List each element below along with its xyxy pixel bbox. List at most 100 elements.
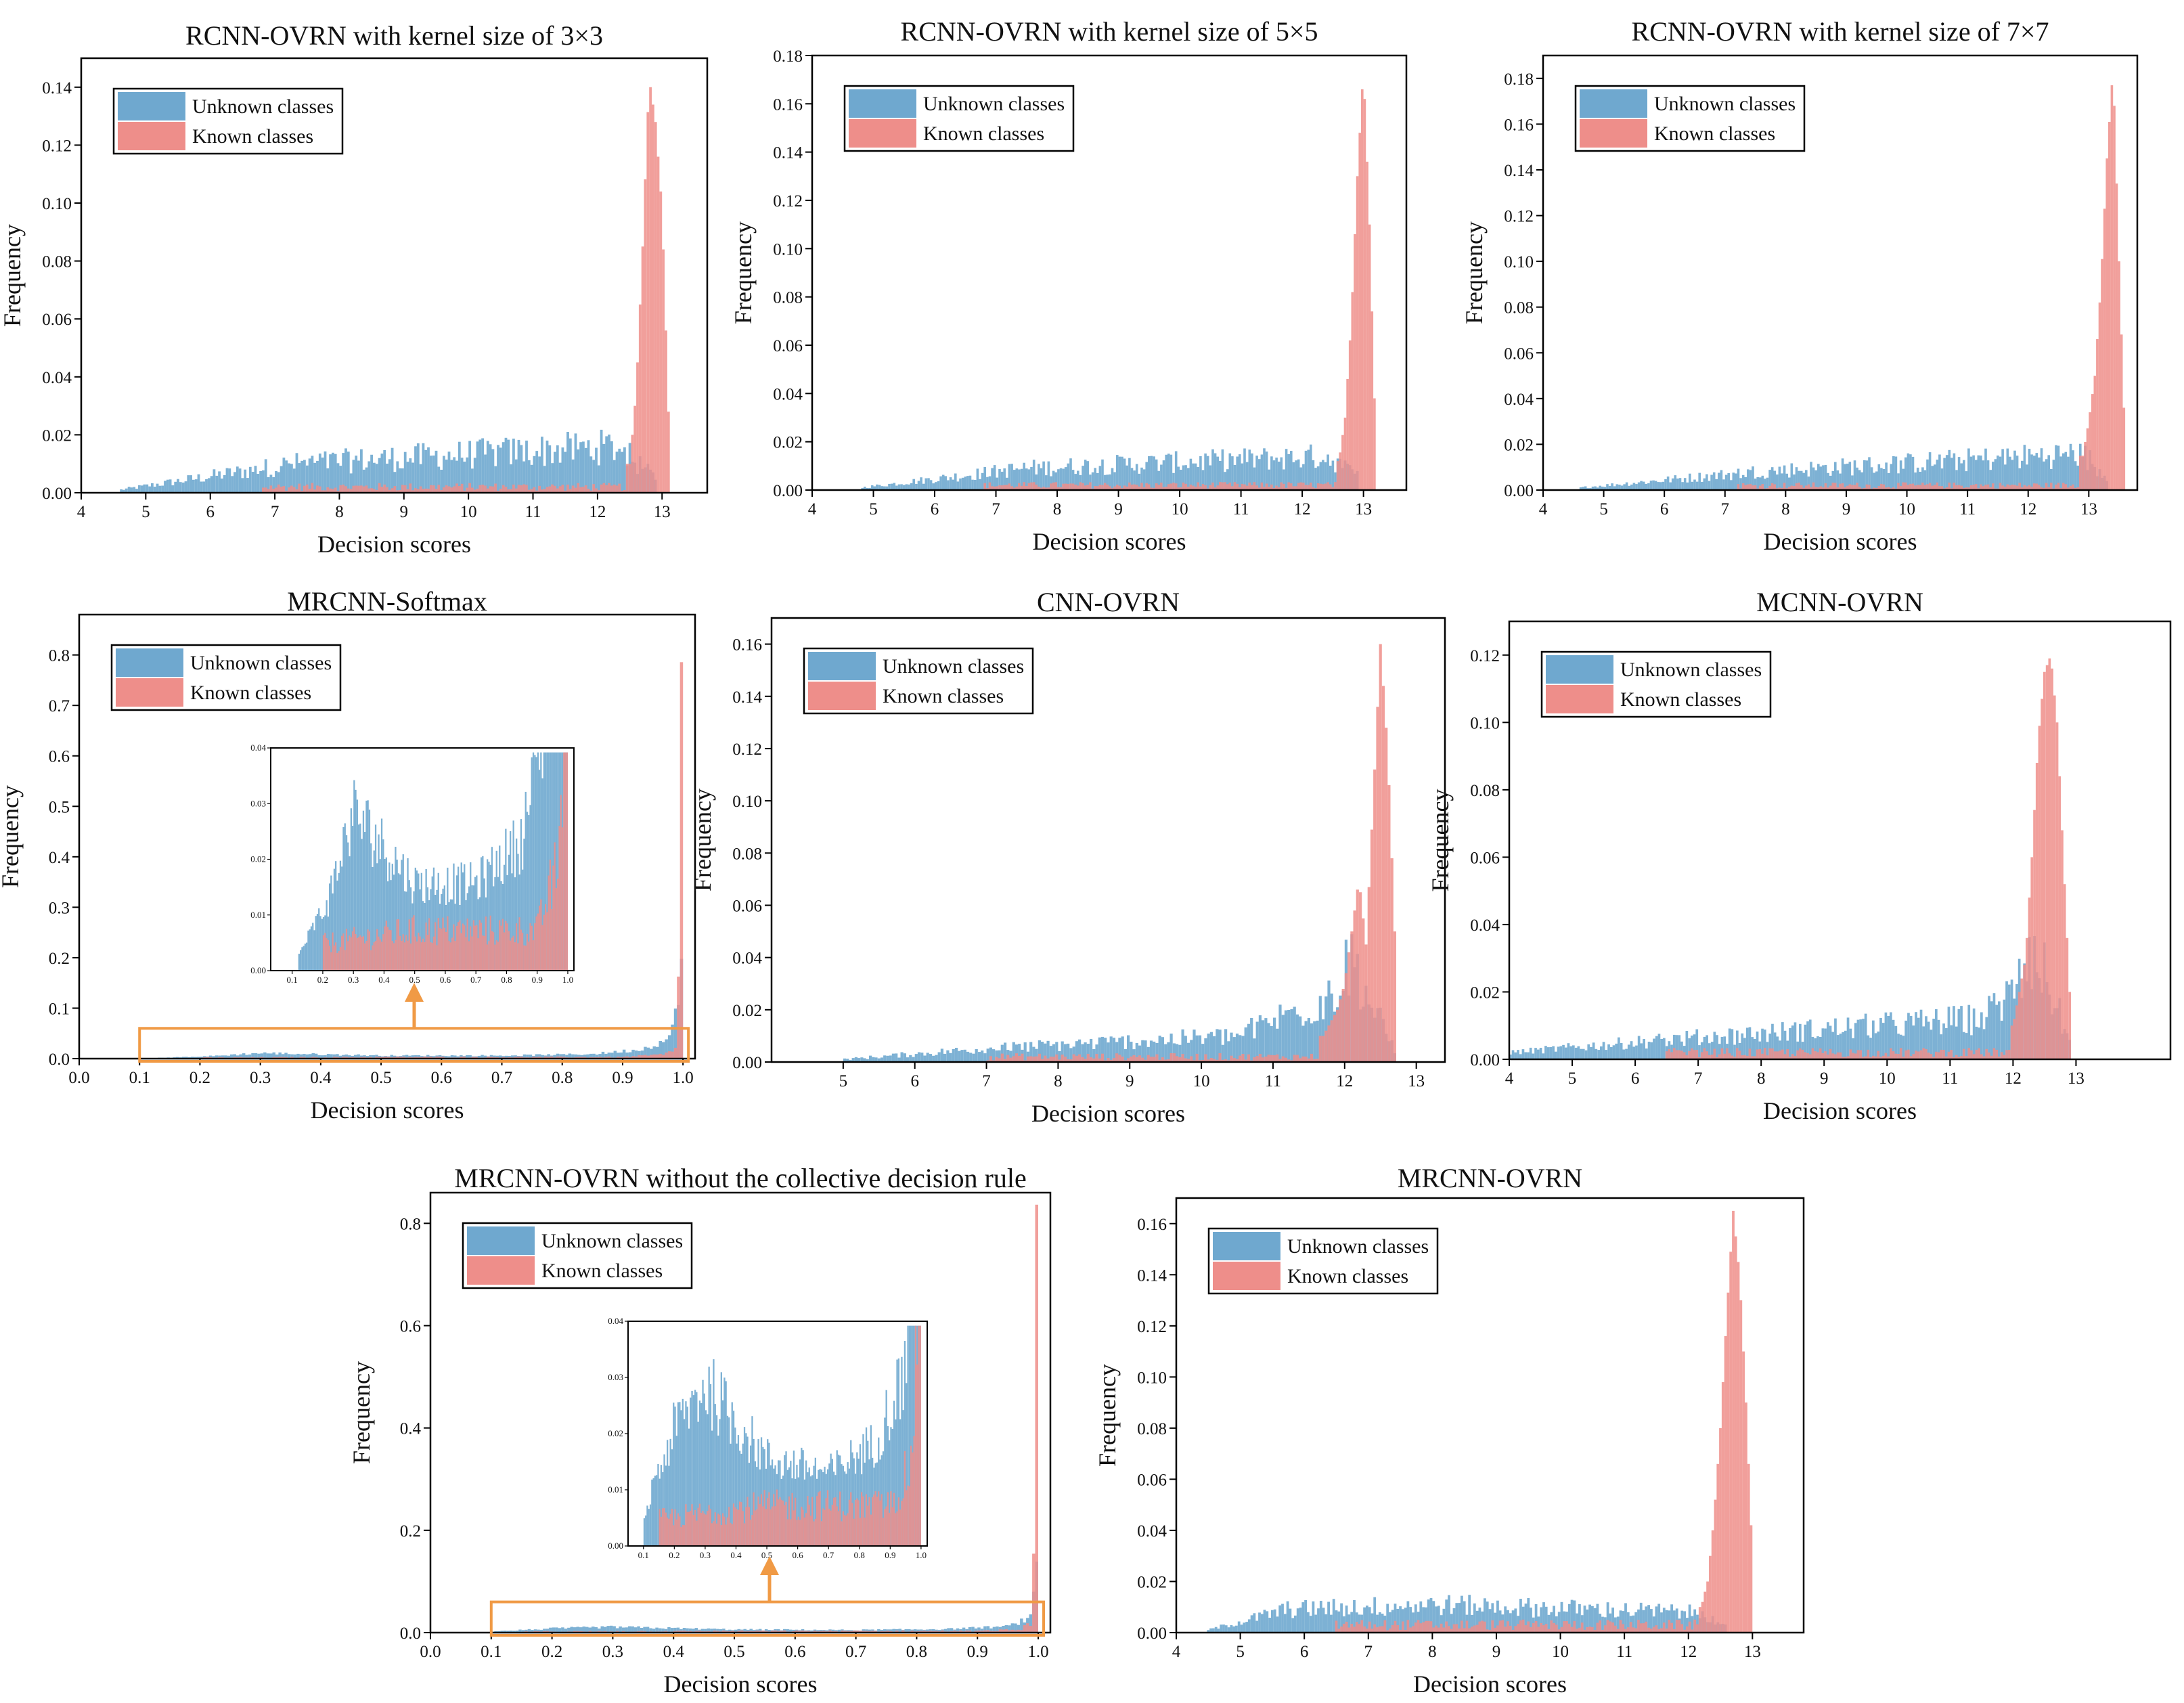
bar-unknown (1584, 486, 1587, 490)
bar-known (1849, 1049, 1852, 1059)
bar-unknown (1980, 456, 1982, 490)
inset-bar-unknown (723, 1377, 726, 1546)
inset-bar-known (790, 1519, 792, 1546)
bar-unknown (264, 459, 267, 493)
bar-unknown (895, 485, 898, 490)
bar-unknown (883, 1055, 887, 1062)
bar-known (1437, 1627, 1440, 1633)
bar-unknown (1141, 1040, 1144, 1062)
bar-unknown (1174, 451, 1178, 490)
bar-unknown (912, 1057, 915, 1062)
inset-bar-unknown (499, 845, 501, 971)
bar-unknown (545, 440, 549, 493)
bar-unknown (1496, 1600, 1499, 1633)
bar-known (1450, 1629, 1453, 1633)
inset-bar-unknown (750, 1445, 752, 1546)
bar-unknown (1795, 467, 1798, 490)
bar-known (1478, 1621, 1481, 1633)
bar-unknown (2003, 464, 2007, 490)
bar-unknown (1923, 470, 1927, 490)
bar-unknown (1324, 462, 1327, 490)
bar-unknown (1086, 1044, 1090, 1062)
bar-known (1955, 1055, 1958, 1059)
inset-bar-unknown (692, 1395, 694, 1546)
bar-known (2028, 485, 2031, 490)
bar-unknown (2030, 454, 2033, 490)
bar-known (1609, 1621, 1612, 1633)
inset-bar-unknown (751, 1416, 753, 1546)
bar-known (1376, 707, 1379, 1062)
x-tick-label: 11 (525, 503, 541, 521)
inset-bar-unknown (534, 755, 536, 971)
bar-unknown (1573, 1600, 1576, 1633)
inset-x-tick-label: 0.3 (348, 975, 359, 985)
bar-known (740, 1630, 744, 1633)
bar-unknown (357, 1054, 360, 1059)
bar-unknown (1590, 1046, 1592, 1059)
bar-unknown (1606, 484, 1609, 490)
inset-bar-known (380, 942, 383, 971)
bar-unknown (998, 1050, 1001, 1062)
bar-known (2045, 665, 2049, 1059)
bar-unknown (561, 1627, 564, 1633)
bar-unknown (577, 1055, 581, 1059)
bar-known (1107, 1058, 1110, 1062)
bar-unknown (926, 1053, 929, 1062)
bar-known (1184, 483, 1187, 490)
inset-bar-unknown (362, 810, 365, 971)
bar-unknown (962, 1627, 966, 1633)
bar-unknown (977, 1052, 981, 1062)
bar-unknown (622, 1049, 626, 1059)
bar-known (2015, 1005, 2018, 1059)
bar-unknown (661, 1042, 665, 1059)
bar-unknown (1967, 1004, 1971, 1059)
bar-known (1209, 1058, 1213, 1062)
bar-known (1038, 486, 1040, 490)
inset-bar-known (709, 1509, 712, 1546)
bar-unknown (1160, 464, 1163, 490)
legend-swatch-unknown (1213, 1232, 1280, 1260)
bar-known (1846, 1056, 1850, 1059)
bar-known (1989, 487, 1992, 490)
bar-known (1471, 1627, 1473, 1633)
bar-known (1540, 1622, 1543, 1633)
inset-x-tick-label: 0.4 (378, 975, 390, 985)
bar-unknown (878, 485, 881, 490)
inset-bar-known (428, 918, 430, 971)
bar-unknown (866, 488, 869, 490)
bar-known (1343, 418, 1347, 490)
bar-known (1509, 1625, 1512, 1633)
legend-label-unknown: Unknown classes (541, 1230, 683, 1252)
bar-unknown (1302, 464, 1305, 490)
bar-unknown (1127, 1035, 1130, 1062)
bar-unknown (1652, 480, 1655, 490)
inset-bar-unknown (379, 859, 381, 971)
bar-unknown (443, 456, 445, 493)
bar-known (1113, 486, 1116, 490)
bar-unknown (898, 1629, 901, 1633)
bar-known (644, 179, 647, 493)
bar-known (1972, 485, 1975, 490)
bar-known (1341, 435, 1344, 490)
bar-unknown (1109, 474, 1111, 490)
bar-known (1394, 1620, 1397, 1633)
inset-bar-unknown (722, 1400, 724, 1546)
bar-unknown (2047, 455, 2050, 490)
bar-unknown (559, 1054, 562, 1059)
bar-unknown (1603, 487, 1607, 490)
bar-known (1754, 1056, 1756, 1059)
bar-unknown (187, 475, 190, 493)
bar-known (1169, 483, 1173, 490)
x-tick-label: 6 (1300, 1643, 1309, 1661)
x-tick-label: 5 (141, 503, 150, 521)
inset-bar-known (460, 933, 462, 971)
inset-bar-known (694, 1509, 696, 1546)
bar-unknown (1255, 1021, 1259, 1062)
bar-unknown (1435, 1606, 1438, 1633)
bar-unknown (1670, 1604, 1673, 1633)
bar-known (1747, 1463, 1750, 1633)
inset-bar-known (773, 1494, 775, 1546)
inset-bar-known (549, 859, 552, 971)
bar-unknown (1580, 1048, 1582, 1059)
bar-known (1241, 1054, 1245, 1062)
